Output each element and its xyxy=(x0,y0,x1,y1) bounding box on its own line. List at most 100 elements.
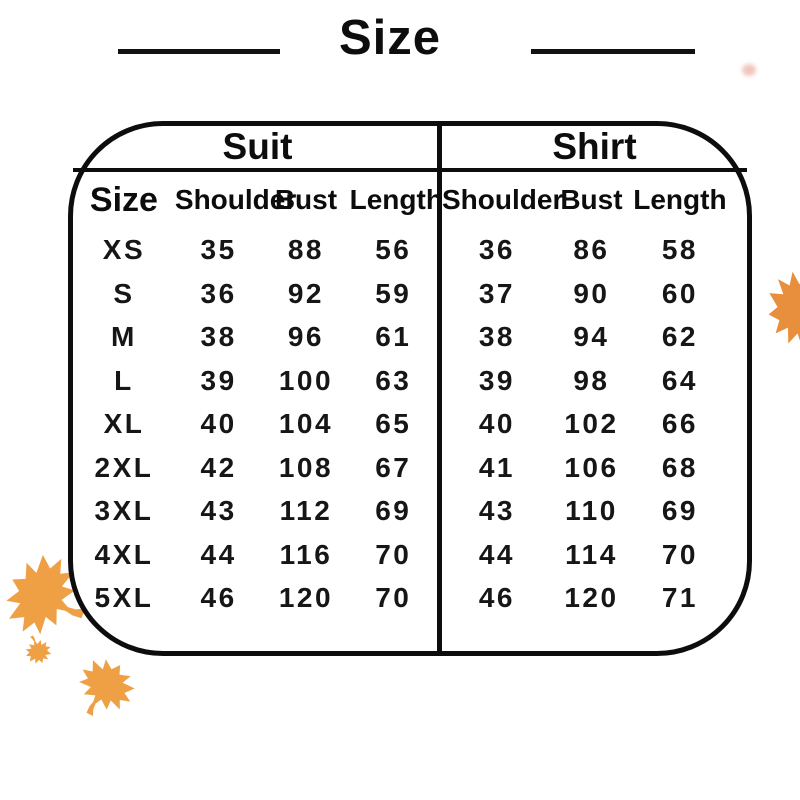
shirt-shoulder-value: 38 xyxy=(478,321,515,352)
suit-column-headers: Size Shoulder Bust Length xyxy=(73,172,443,228)
suit-shoulder-value: 44 xyxy=(200,538,237,570)
suit-shoulder-value: 42 xyxy=(200,451,237,483)
col-header-bust: Bust xyxy=(560,184,623,215)
shirt-length-value: 70 xyxy=(661,538,698,570)
shirt-length-value: 62 xyxy=(661,321,698,352)
suit-length-value: 56 xyxy=(375,234,412,265)
table-row: L 39 100 63 xyxy=(73,359,437,403)
suit-bust-value: 116 xyxy=(279,538,333,570)
size-label: 4XL xyxy=(94,538,154,570)
table-row: M 38 96 61 xyxy=(73,315,437,359)
suit-bust-value: 120 xyxy=(278,582,334,613)
col-header-bust: Bust xyxy=(274,184,338,215)
table-row: XL 40 104 65 xyxy=(73,402,437,446)
suit-shoulder-value: 46 xyxy=(200,582,237,613)
maple-leaf-icon xyxy=(6,554,86,635)
size-label: S xyxy=(113,277,135,309)
shirt-length-value: 60 xyxy=(661,277,698,309)
size-label: XS xyxy=(102,234,146,265)
suit-shoulder-value: 39 xyxy=(200,364,237,396)
table-row: 41 106 68 xyxy=(442,446,747,490)
suit-shoulder-value: 43 xyxy=(200,495,237,526)
section-header-row: Suit Shirt xyxy=(73,126,747,172)
table-row: 2XL 42 108 67 xyxy=(73,446,437,490)
title-divider-right xyxy=(531,49,695,54)
shirt-section: Shoulder Bust Length 36 86 58 37 90 60 38 94 62 3… xyxy=(442,172,747,620)
table-row: 43 110 69 xyxy=(442,489,747,533)
suit-bust-value: 108 xyxy=(278,451,334,483)
suit-length-value: 70 xyxy=(375,538,412,570)
col-header-length: Length xyxy=(633,184,727,215)
faded-leaf-smudge xyxy=(742,64,756,76)
suit-shoulder-value: 35 xyxy=(200,234,237,265)
suit-shoulder-value: 36 xyxy=(200,277,237,309)
shirt-bust-value: 94 xyxy=(573,321,610,352)
suit-section: Size Shoulder Bust Length XS 35 88 56 S 36 92 5… xyxy=(73,172,443,620)
shirt-bust-value: 98 xyxy=(573,364,610,396)
col-header-shoulder: Shoulder xyxy=(442,184,564,215)
table-inner: Suit Shirt Size Shoulder Bust Length XS 3… xyxy=(73,126,747,651)
shirt-rows: 36 86 58 37 90 60 38 94 62 39 98 64 40 102 66 41 106 68 43… xyxy=(442,228,747,620)
shirt-length-value: 71 xyxy=(661,582,698,613)
maple-leaf-icon xyxy=(25,635,52,664)
shirt-length-value: 68 xyxy=(661,451,698,483)
page-title: Size xyxy=(338,11,442,65)
shirt-length-value: 58 xyxy=(661,234,698,265)
table-row: 44 114 70 xyxy=(442,533,747,577)
size-label: 5XL xyxy=(94,582,154,613)
table-row: S 36 92 59 xyxy=(73,272,437,316)
suit-length-value: 61 xyxy=(375,321,412,352)
shirt-length-value: 64 xyxy=(661,364,698,396)
suit-length-value: 59 xyxy=(375,277,412,309)
shirt-column-headers: Shoulder Bust Length xyxy=(442,172,747,228)
col-header-length: Length xyxy=(349,184,443,215)
table-row: 38 94 62 xyxy=(442,315,747,359)
table-row: 3XL 43 112 69 xyxy=(73,489,437,533)
size-label: L xyxy=(114,364,134,396)
suit-bust-value: 112 xyxy=(279,495,333,526)
shirt-length-value: 69 xyxy=(661,495,698,526)
shirt-shoulder-value: 40 xyxy=(478,408,515,439)
suit-bust-value: 96 xyxy=(287,321,325,352)
shirt-shoulder-value: 46 xyxy=(478,582,515,613)
shirt-bust-value: 106 xyxy=(564,451,619,483)
section-header-suit: Suit xyxy=(222,126,293,167)
table-row: 4XL 44 116 70 xyxy=(73,533,437,577)
size-label: M xyxy=(111,321,137,352)
suit-shoulder-value: 40 xyxy=(200,408,237,439)
table-row: 46 120 71 xyxy=(442,576,747,620)
size-label: 2XL xyxy=(94,451,154,483)
shirt-bust-value: 90 xyxy=(573,277,610,309)
suit-length-value: 70 xyxy=(375,582,412,613)
size-label: XL xyxy=(103,408,145,439)
shirt-bust-value: 114 xyxy=(565,538,618,570)
shirt-bust-value: 120 xyxy=(564,582,619,613)
section-divider xyxy=(437,126,442,651)
title-divider-left xyxy=(118,49,280,54)
suit-bust-value: 92 xyxy=(287,277,325,309)
table-row: 37 90 60 xyxy=(442,272,747,316)
shirt-bust-value: 110 xyxy=(565,495,618,526)
table-row: 40 102 66 xyxy=(442,402,747,446)
shirt-length-value: 66 xyxy=(661,408,698,439)
table-body: Size Shoulder Bust Length XS 35 88 56 S 36 92 5… xyxy=(73,172,747,620)
table-row: XS 35 88 56 xyxy=(73,228,437,272)
section-header-shirt: Shirt xyxy=(552,126,637,167)
shirt-shoulder-value: 43 xyxy=(478,495,515,526)
maple-leaf-icon xyxy=(768,271,800,364)
shirt-shoulder-value: 39 xyxy=(478,364,515,396)
shirt-shoulder-value: 37 xyxy=(478,277,515,309)
table-row: 39 98 64 xyxy=(442,359,747,403)
suit-bust-value: 88 xyxy=(287,234,325,265)
suit-length-value: 63 xyxy=(375,364,412,396)
suit-rows: XS 35 88 56 S 36 92 59 M 38 96 61 L 39 100 63 XL 40 104 65 2… xyxy=(73,228,437,620)
suit-bust-value: 104 xyxy=(278,408,334,439)
suit-length-value: 65 xyxy=(375,408,412,439)
shirt-bust-value: 102 xyxy=(564,408,619,439)
table-row: 5XL 46 120 70 xyxy=(73,576,437,620)
shirt-bust-value: 86 xyxy=(573,234,610,265)
shirt-shoulder-value: 44 xyxy=(478,538,515,570)
shirt-shoulder-value: 36 xyxy=(478,234,515,265)
size-label: 3XL xyxy=(94,495,154,526)
